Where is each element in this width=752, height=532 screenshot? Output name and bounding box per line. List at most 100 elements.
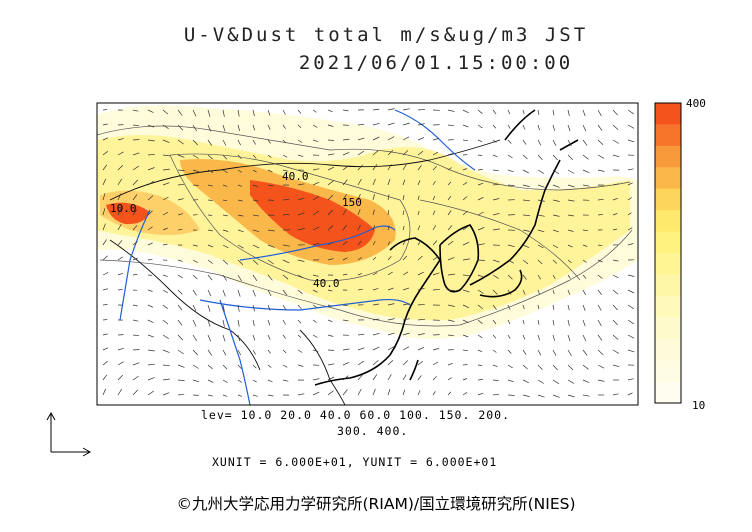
wind-arrow bbox=[387, 303, 395, 306]
wind-arrow bbox=[267, 184, 274, 187]
country-borders bbox=[109, 139, 501, 405]
wind-arrow bbox=[207, 169, 214, 173]
rivers bbox=[119, 109, 476, 405]
wind-arrow bbox=[132, 152, 140, 156]
wind-arrow bbox=[342, 361, 350, 366]
wind-arrow bbox=[192, 319, 197, 327]
wind-arrow bbox=[402, 303, 410, 306]
wind-arrow bbox=[582, 109, 586, 117]
wind-arrow bbox=[432, 225, 437, 231]
wind-arrow bbox=[237, 199, 243, 202]
wind-arrow bbox=[252, 229, 260, 233]
wind-arrow bbox=[162, 378, 170, 381]
wind-arrow bbox=[522, 139, 527, 145]
wind-arrow bbox=[387, 346, 395, 351]
wind-arrow bbox=[387, 225, 390, 231]
wind-arrow bbox=[147, 180, 154, 186]
wind-arrow bbox=[207, 199, 213, 201]
wind-arrow bbox=[162, 196, 169, 201]
wind-arrow bbox=[252, 364, 257, 369]
wind-arrow bbox=[252, 154, 257, 159]
wind-arrow bbox=[327, 241, 334, 246]
wind-arrow bbox=[582, 169, 590, 174]
wind-arrow bbox=[477, 169, 483, 171]
wind-arrow bbox=[582, 319, 586, 327]
wind-arrow bbox=[147, 226, 153, 231]
wind-arrow bbox=[252, 334, 256, 341]
contour-label: 40.0 bbox=[282, 170, 309, 183]
wind-arrow bbox=[372, 136, 380, 141]
wind-arrow bbox=[387, 241, 391, 246]
wind-arrow bbox=[327, 319, 333, 323]
wind-arrow bbox=[597, 274, 603, 279]
wind-arrow bbox=[387, 150, 394, 156]
wind-arrow bbox=[222, 349, 227, 356]
wind-arrow bbox=[522, 364, 528, 370]
wind-arrow bbox=[342, 224, 347, 231]
wind-arrow bbox=[552, 259, 557, 264]
wind-arrow bbox=[177, 379, 185, 381]
wind-arrow bbox=[207, 319, 211, 327]
wind-arrow bbox=[417, 255, 423, 261]
wind-arrow bbox=[342, 375, 349, 381]
wind-arrow bbox=[342, 152, 350, 156]
wind-arrow bbox=[567, 259, 572, 264]
wind-arrow bbox=[267, 154, 272, 158]
wind-arrow bbox=[552, 139, 557, 146]
wind-arrow bbox=[162, 182, 170, 186]
wind-arrow bbox=[102, 388, 107, 396]
wind-arrow bbox=[552, 169, 560, 175]
wind-arrow bbox=[507, 109, 511, 115]
wind-arrow bbox=[432, 376, 437, 381]
wind-arrow bbox=[492, 334, 497, 339]
wind-arrow bbox=[507, 169, 514, 173]
wind-arrow bbox=[447, 181, 452, 186]
wind-arrow bbox=[507, 364, 513, 369]
wind-arrow bbox=[612, 124, 619, 130]
legend-color-step bbox=[655, 210, 681, 233]
wind-arrow bbox=[372, 225, 376, 231]
wind-arrow bbox=[402, 164, 407, 171]
wind-arrow bbox=[477, 304, 484, 310]
wind-arrow bbox=[207, 124, 212, 132]
wind-arrow bbox=[177, 198, 184, 201]
wind-arrow bbox=[177, 213, 184, 216]
wind-arrow bbox=[462, 289, 470, 293]
wind-arrow bbox=[177, 109, 183, 116]
wind-arrow bbox=[207, 184, 214, 187]
wind-arrow bbox=[342, 138, 350, 141]
wind-arrow bbox=[312, 391, 320, 396]
wind-arrow bbox=[222, 169, 228, 173]
contour-label: 150 bbox=[342, 196, 362, 209]
wind-arrow bbox=[462, 274, 471, 277]
wind-arrow bbox=[447, 319, 455, 322]
wind-arrow bbox=[477, 109, 483, 114]
contour-label: 40.0 bbox=[313, 277, 340, 290]
wind-arrow bbox=[507, 319, 511, 325]
wind-arrow bbox=[312, 242, 320, 246]
wind-arrow bbox=[492, 183, 500, 186]
wind-arrow bbox=[237, 379, 242, 383]
wind-arrow bbox=[477, 274, 485, 278]
contour-levels: lev= 10.0 20.0 40.0 60.0 100. 150. 200. bbox=[201, 408, 511, 422]
wind-arrow bbox=[372, 164, 378, 171]
wind-arrow bbox=[102, 151, 108, 156]
wind-arrow bbox=[552, 154, 558, 161]
wind-arrow bbox=[552, 319, 555, 326]
wind-arrow bbox=[492, 349, 497, 353]
wind-arrow bbox=[417, 180, 421, 186]
wind-arrow bbox=[387, 287, 394, 291]
wind-arrow bbox=[432, 391, 436, 396]
wind-arrow bbox=[492, 274, 499, 279]
wind-arrow bbox=[357, 193, 361, 201]
wind-arrow bbox=[327, 363, 335, 366]
wind-arrow bbox=[177, 393, 185, 396]
wind-arrow bbox=[177, 334, 184, 341]
wind-arrow bbox=[132, 225, 138, 231]
wind-arrow bbox=[312, 210, 320, 216]
wind-arrow bbox=[402, 240, 406, 246]
wind-arrow bbox=[612, 228, 618, 231]
wind-arrow bbox=[417, 137, 425, 141]
wind-arrow bbox=[462, 304, 470, 309]
wind-arrow bbox=[387, 256, 392, 261]
